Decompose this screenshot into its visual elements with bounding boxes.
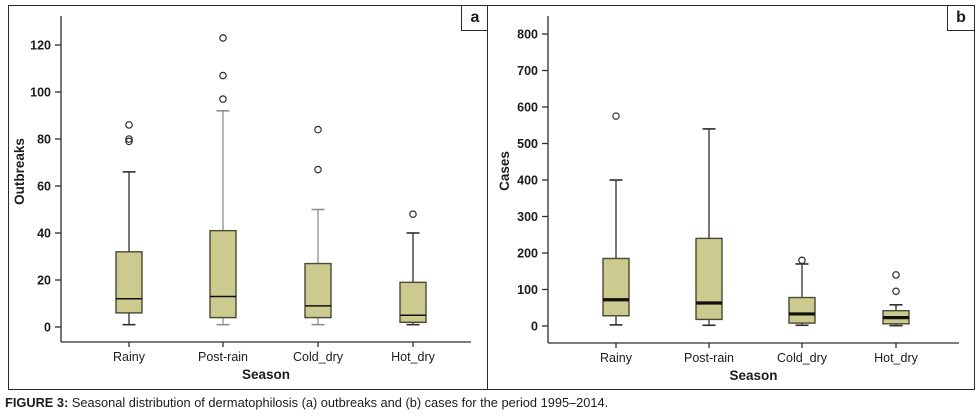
y-tick-label: 400 bbox=[517, 173, 538, 187]
x-tick-label: Hot_dry bbox=[391, 350, 436, 364]
y-tick-label: 100 bbox=[30, 85, 51, 99]
y-tick-label: 120 bbox=[30, 38, 51, 52]
y-tick-label: 800 bbox=[517, 27, 538, 41]
outlier-point bbox=[409, 210, 417, 219]
y-tick-label: 20 bbox=[37, 273, 51, 287]
outlier-point bbox=[219, 95, 227, 103]
box-Hot_dry bbox=[882, 271, 910, 327]
x-axis-title: Season bbox=[242, 367, 290, 382]
y-axis-title: Cases bbox=[497, 151, 512, 191]
panel-b: 0 100 200 300 400 500 600 700 800 Cases Rainy Post-… bbox=[487, 5, 975, 390]
x-tick-label: Post-rain bbox=[198, 350, 248, 364]
x-tick-label: Post-rain bbox=[684, 351, 734, 365]
outlier-point bbox=[125, 137, 133, 146]
box-Hot_dry bbox=[399, 210, 427, 326]
figure-caption: FIGURE 3: Seasonal distribution of derma… bbox=[5, 394, 608, 412]
x-tick-label: Rainy bbox=[113, 350, 146, 364]
y-tick-label: 0 bbox=[531, 319, 538, 333]
x-tick-label: Hot_dry bbox=[874, 351, 919, 365]
caption-text: Seasonal distribution of dermatophilosis… bbox=[68, 395, 609, 410]
x-axis: Rainy Post-rain Cold_dry Hot_dry Season bbox=[548, 342, 959, 383]
y-tick-label: 100 bbox=[517, 283, 538, 297]
box-Cold_dry bbox=[304, 125, 332, 326]
boxplot-cases: 0 100 200 300 400 500 600 700 800 Cases Rainy Post-… bbox=[497, 16, 959, 383]
caption-label: FIGURE 3: bbox=[5, 395, 69, 410]
box-Post-rain bbox=[209, 34, 237, 326]
panel-label-b: b bbox=[947, 6, 974, 31]
box-Post-rain bbox=[695, 128, 723, 327]
y-axis-title: Outbreaks bbox=[12, 138, 27, 205]
x-axis: Rainy Post-rain Cold_dry Hot_dry Season bbox=[61, 341, 471, 382]
outlier-point bbox=[798, 256, 806, 265]
panel-a: 0 20 40 60 80 100 120 Outbreaks Rainy Post-rain Co… bbox=[8, 5, 489, 390]
y-tick-label: 300 bbox=[517, 210, 538, 224]
box-Rainy bbox=[115, 121, 143, 326]
box-Cold_dry bbox=[788, 256, 816, 327]
outlier-point bbox=[219, 71, 227, 80]
y-tick-label: 500 bbox=[517, 137, 538, 151]
y-axis: 0 20 40 60 80 100 120 bbox=[30, 16, 62, 342]
y-tick-label: 0 bbox=[44, 320, 51, 334]
x-tick-label: Cold_dry bbox=[293, 350, 344, 364]
y-tick-label: 200 bbox=[517, 246, 538, 260]
outlier-point bbox=[892, 271, 900, 279]
box-Rainy bbox=[602, 112, 630, 326]
outlier-point bbox=[612, 112, 620, 120]
x-tick-label: Rainy bbox=[600, 351, 633, 365]
x-tick-label: Cold_dry bbox=[777, 351, 828, 365]
outlier-point bbox=[314, 125, 322, 134]
y-tick-label: 700 bbox=[517, 64, 538, 78]
outlier-point bbox=[125, 135, 133, 143]
y-tick-label: 600 bbox=[517, 100, 538, 114]
y-tick-label: 40 bbox=[37, 226, 51, 240]
x-axis-title: Season bbox=[729, 368, 777, 383]
y-tick-label: 80 bbox=[37, 132, 51, 146]
y-tick-label: 60 bbox=[37, 179, 51, 193]
boxplot-outbreaks: 0 20 40 60 80 100 120 Outbreaks Rainy Post-rain Co… bbox=[12, 16, 471, 382]
outlier-point bbox=[219, 34, 227, 42]
outlier-point bbox=[125, 121, 133, 129]
outlier-point bbox=[314, 165, 322, 174]
outlier-point bbox=[892, 287, 900, 296]
panel-label-a: a bbox=[461, 6, 488, 31]
y-axis: 0 100 200 300 400 500 600 700 800 bbox=[517, 16, 549, 343]
